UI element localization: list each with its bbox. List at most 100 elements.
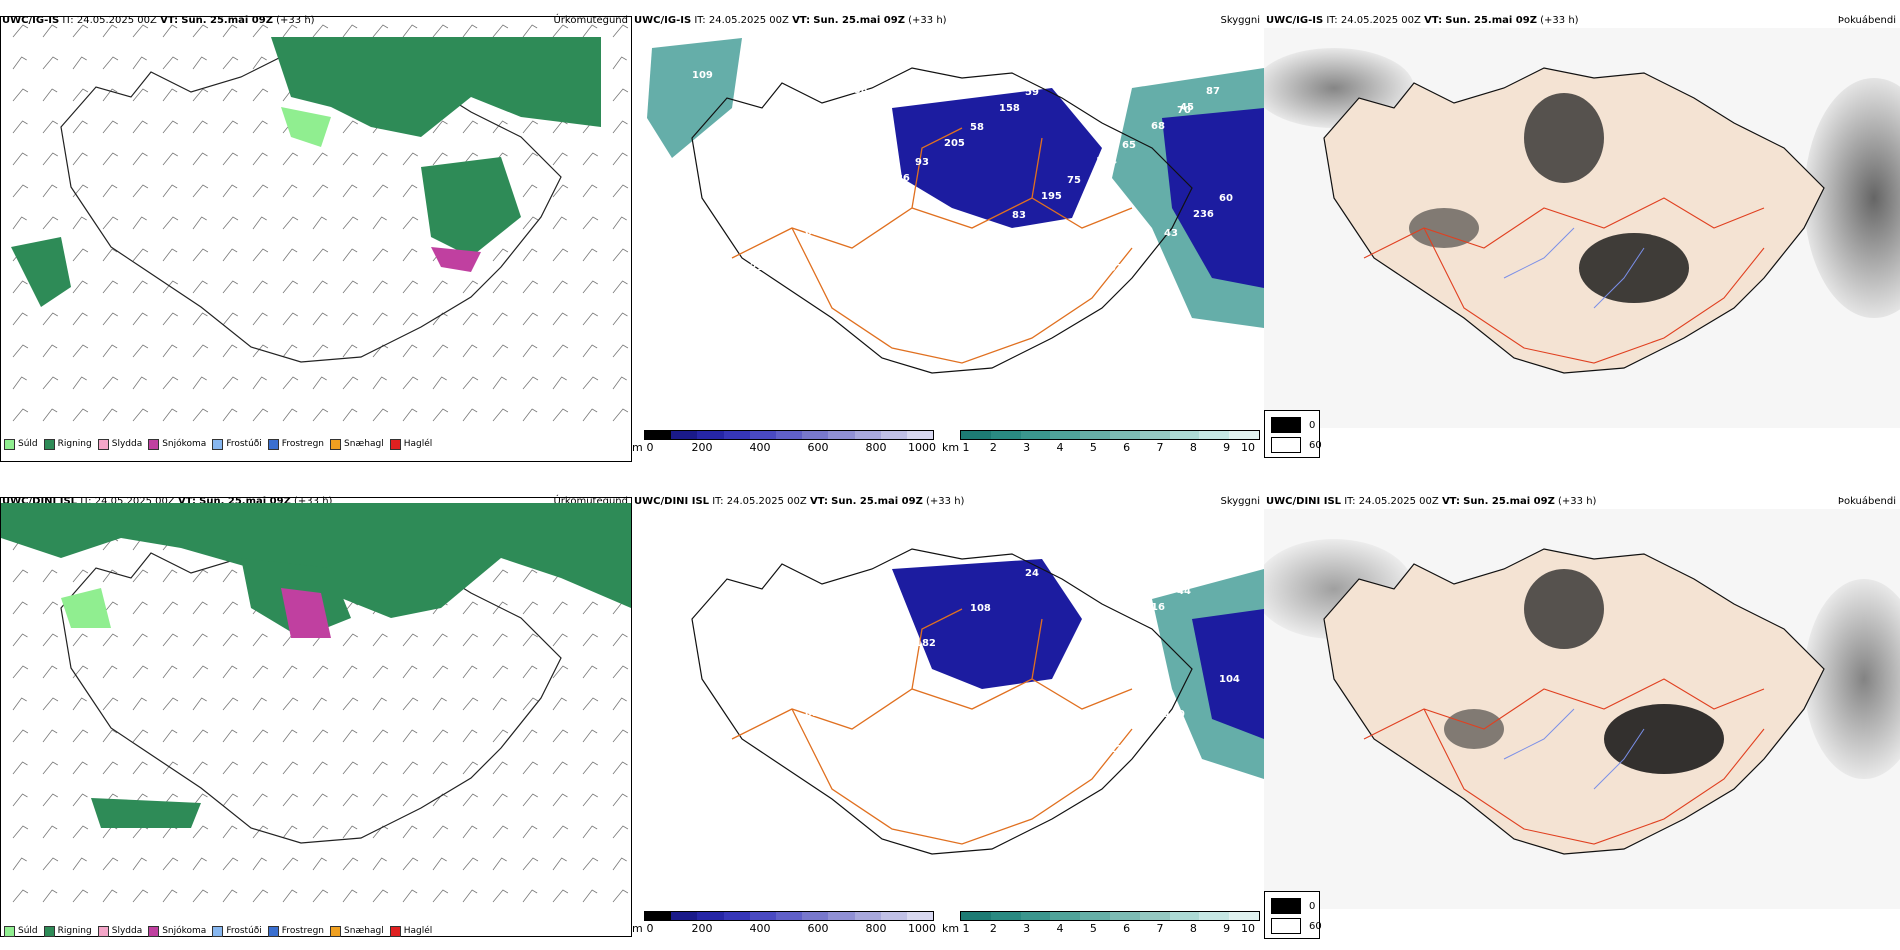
wind-barb (342, 825, 358, 839)
iceland-land (1323, 548, 1825, 855)
wind-barb (462, 152, 478, 166)
it-value: 24.05.2025 00Z (708, 15, 789, 26)
wind-barb (282, 408, 298, 422)
wind-barb (342, 665, 358, 679)
wind-barb (42, 24, 58, 38)
wind-barb (462, 344, 478, 358)
wind-barb (162, 601, 178, 615)
wind-barb (102, 184, 118, 198)
wind-barb (372, 761, 388, 775)
wind-barb (162, 889, 178, 903)
drizzle-area (281, 107, 331, 147)
legend-swatch (212, 438, 224, 450)
wind-barb (372, 697, 387, 711)
wind-barb (132, 633, 148, 647)
wind-barb (342, 344, 358, 358)
wind-barb (282, 248, 298, 262)
wind-barb (12, 184, 29, 198)
wind-barb (162, 761, 178, 775)
wind-barb (312, 312, 328, 326)
visibility-value-label: 65 (1122, 140, 1136, 151)
wind-barb (162, 216, 179, 230)
wind-barb (552, 344, 569, 358)
cloudbase-scalebar: m 0 200 400 600 800 1000 (632, 911, 936, 939)
model-name: UWC/DINI ISL (2, 496, 78, 507)
panel-title: Skyggni (1220, 496, 1260, 507)
visibility-value-label: 94 (1054, 298, 1068, 309)
wind-barb (162, 120, 178, 134)
wind-barb (132, 761, 148, 775)
visibility-value-label: 51 (818, 104, 832, 115)
wind-barb (432, 152, 448, 166)
fog-index-map-svg (1264, 509, 1900, 909)
wind-barb (522, 825, 538, 839)
wind-barb (102, 729, 118, 743)
fog-inland-center (1579, 233, 1689, 303)
legend-swatch (97, 925, 109, 937)
wind-barb (72, 376, 87, 390)
legend-label: Rigning (57, 926, 92, 936)
wind-barb (132, 376, 147, 390)
rain-area-southwest (91, 798, 201, 828)
wind-barb (12, 88, 29, 102)
visibility-value-label: 64 (695, 297, 709, 308)
wind-barb (552, 697, 567, 711)
legend-label: Frostregn (281, 926, 325, 936)
wind-barb (252, 312, 268, 326)
wind-barb (72, 729, 89, 743)
scale-tick: 2 (989, 922, 997, 935)
scale-unit: m (632, 922, 643, 935)
visibility-value-label: 84 (886, 176, 900, 187)
visibility-value-label: 93 (776, 727, 790, 738)
fog-key-swatch (1271, 417, 1301, 433)
visibility-value-label: 92 (1122, 621, 1136, 632)
wind-barb (462, 633, 478, 647)
legend-item: Frostregn (267, 438, 324, 450)
wind-barb (222, 312, 238, 326)
legend-item: Snjókoma (148, 925, 206, 937)
wind-barb (372, 729, 389, 743)
drizzle-area (61, 588, 111, 628)
road-network (1363, 197, 1765, 364)
wind-barb (372, 344, 389, 358)
color-ramp (644, 430, 934, 440)
wind-barb (342, 793, 358, 807)
visibility-value-label: 109 (692, 70, 713, 81)
rain-area-east (421, 157, 521, 257)
legend-item: Haglél (389, 438, 432, 450)
wind-barb (222, 729, 238, 743)
wind-barb (132, 729, 149, 743)
wind-barb (552, 248, 569, 262)
wind-barb (222, 889, 238, 903)
wind-barb (402, 376, 419, 390)
wind-barb (72, 152, 88, 166)
wind-barb (72, 312, 88, 326)
visibility-value-label: 47 (831, 692, 845, 703)
wind-barb (432, 793, 448, 807)
visibility-value-label: 59 (1025, 87, 1039, 98)
wind-barb (312, 184, 329, 198)
wind-barb (162, 857, 179, 871)
wind-barb (162, 665, 178, 679)
wind-barb (282, 697, 299, 711)
legend-swatch (330, 438, 342, 450)
legend-swatch (148, 438, 160, 450)
wind-barb (252, 376, 267, 390)
wind-barb (12, 633, 28, 647)
wind-barb (342, 408, 358, 422)
rivers (1503, 227, 1645, 309)
wind-barb (462, 280, 478, 294)
wind-barb (222, 793, 238, 807)
wind-barb (282, 184, 298, 198)
wind-barb (12, 729, 29, 743)
wind-barb (42, 601, 58, 615)
legend-label: Snjókoma (162, 439, 207, 449)
wind-barb (552, 280, 568, 294)
wind-barb (102, 24, 118, 38)
wind-barb (102, 280, 118, 294)
wind-barb (42, 312, 58, 326)
wind-barb (252, 633, 268, 647)
wind-barb (492, 408, 509, 422)
vt-value: Sun. 25.mai 09Z (1463, 496, 1555, 507)
wind-barb (192, 376, 207, 390)
